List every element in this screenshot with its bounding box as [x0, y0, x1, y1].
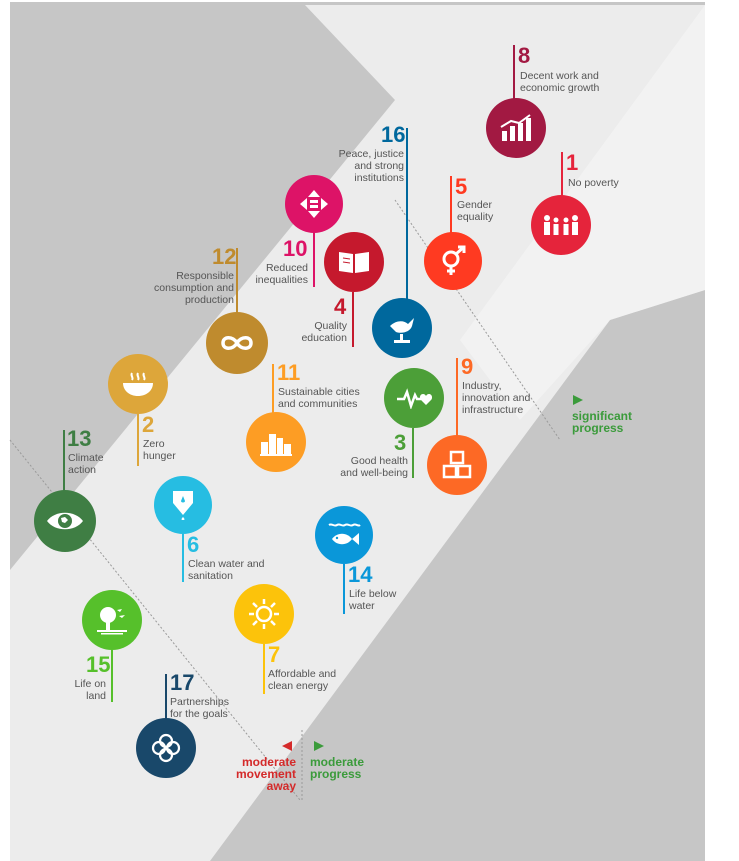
goal-17-stem [165, 674, 167, 724]
goal-15-number: 15 [86, 652, 111, 677]
goal-1-circle [531, 195, 591, 255]
goal-3-stem [412, 428, 414, 478]
goal-10-number: 10 [283, 236, 308, 261]
sun-icon [249, 599, 279, 629]
goal-14-number: 14 [348, 562, 373, 587]
goal-2-circle [108, 354, 168, 414]
goal-1-stem [561, 152, 563, 202]
goal-10-stem [313, 232, 315, 287]
goal-11-label: Sustainable cities and communities [278, 386, 360, 410]
goal-4-number: 4 [334, 294, 347, 319]
goal-6-stem [182, 534, 184, 582]
goal-3-number: 3 [394, 430, 407, 455]
goal-7-number: 7 [268, 642, 281, 667]
infinity-icon [221, 336, 253, 350]
goal-6-circle [154, 476, 212, 534]
goal-8-label: Decent work and economic growth [520, 70, 600, 94]
significant-arrow-icon [573, 395, 583, 405]
goal-8-stem [513, 45, 515, 113]
goal-14-circle [315, 506, 373, 564]
goal-2-number: 2 [142, 412, 155, 437]
goal-5-label: Gender equality [457, 199, 494, 223]
significant-progress-label: significant progress [572, 409, 633, 435]
tree-icon [97, 607, 127, 635]
goal-10-label: Reduced inequalities [255, 262, 308, 286]
gender-icon [442, 245, 466, 275]
goal-12-circle [206, 312, 268, 374]
goal-5-stem [450, 176, 452, 236]
goal-2-stem [137, 414, 139, 466]
goal-15-label: Life on land [74, 678, 106, 702]
goal-3-circle [384, 368, 444, 428]
away-arrow-icon [282, 741, 292, 751]
growth-chart-icon [500, 114, 531, 141]
rings-icon [151, 733, 181, 763]
fish-icon [328, 523, 361, 545]
equality-icon [300, 190, 328, 218]
goal-8-number: 8 [518, 43, 531, 68]
dove-icon [390, 318, 414, 343]
goal-1-label: No poverty [568, 177, 619, 189]
goal-17-number: 17 [170, 670, 195, 695]
goal-17-label: Partnerships for the goals [170, 696, 229, 720]
goal-10-circle [285, 175, 343, 233]
significant-boundary-line [394, 199, 561, 441]
moderate-arrow-icon [314, 741, 324, 751]
goal-13-circle [34, 490, 96, 552]
goal-13-stem [63, 430, 65, 492]
goal-9-label: Industry, innovation and infrastructure [462, 380, 531, 416]
heartbeat-icon [397, 388, 432, 409]
bowl-icon [123, 372, 153, 396]
goal-16-label: Peace, justice and strong institutions [338, 148, 404, 184]
water-drop-icon [173, 491, 193, 520]
goal-17-circle [136, 718, 196, 778]
goal-9-circle [427, 435, 487, 495]
goal-6-number: 6 [187, 532, 200, 557]
book-icon [339, 252, 369, 273]
goal-9-stem [456, 358, 458, 443]
goal-16-stem [406, 128, 408, 308]
goal-11-circle [246, 412, 306, 472]
goal-14-stem [343, 564, 345, 614]
goal-12-number: 12 [212, 244, 237, 269]
goal-7-circle [234, 584, 294, 644]
goal-16-number: 16 [381, 122, 406, 147]
goal-13-number: 13 [67, 426, 92, 451]
eye-globe-icon [47, 512, 83, 530]
goal-7-stem [263, 644, 265, 694]
goal-12-stem [236, 248, 238, 318]
goal-3-label: Good health and well-being [340, 455, 408, 479]
people-icon [544, 215, 578, 235]
cubes-icon [442, 450, 472, 479]
goal-8-circle [486, 98, 546, 158]
goal-11-stem [272, 364, 274, 419]
moderate-progress-label: moderate progress [310, 755, 365, 781]
moderate-away-label: moderate movement away [235, 755, 296, 793]
goal-2-label: Zero hunger [143, 438, 176, 462]
goal-4-stem [352, 292, 354, 347]
goal-16-circle [372, 298, 432, 358]
goal-7-label: Affordable and clean energy [268, 668, 337, 692]
goal-4-circle [324, 232, 384, 292]
goal-5-circle [424, 232, 482, 290]
goal-4-label: Quality education [301, 320, 347, 344]
goal-12-label: Responsible consumption and production [154, 270, 234, 306]
city-icon [260, 434, 292, 456]
goal-1-number: 1 [566, 150, 579, 175]
goal-15-circle [82, 590, 142, 650]
goal-9-number: 9 [461, 354, 474, 379]
goal-6-label: Clean water and sanitation [188, 558, 265, 582]
goal-15-stem [111, 650, 113, 702]
goal-5-number: 5 [455, 174, 468, 199]
goal-14-label: Life below water [349, 588, 397, 612]
goal-11-number: 11 [277, 360, 301, 385]
goal-13-label: Climate action [68, 452, 104, 476]
